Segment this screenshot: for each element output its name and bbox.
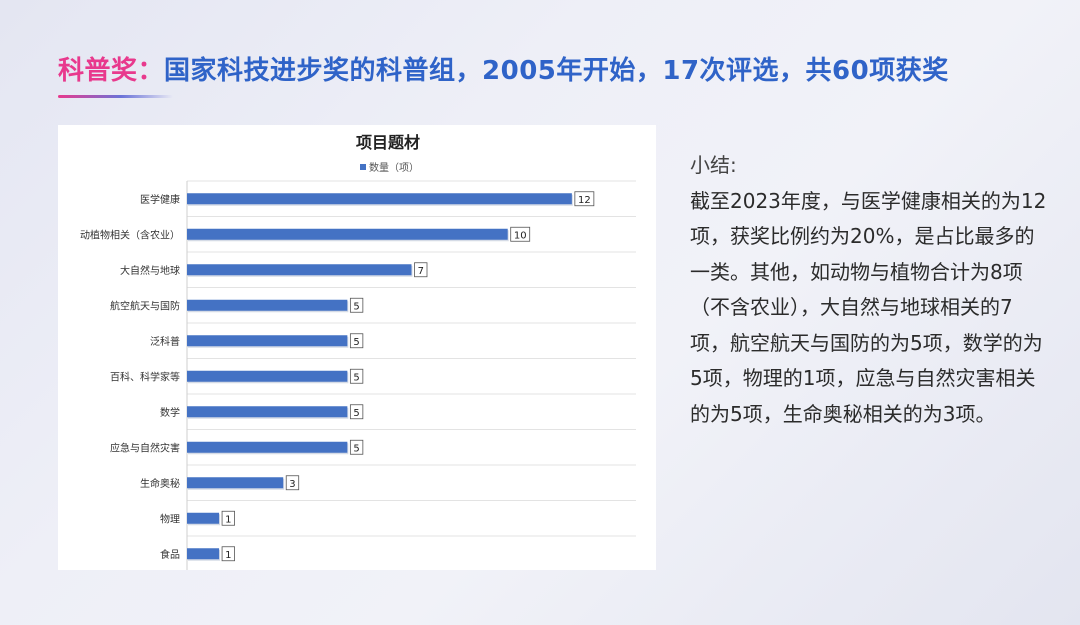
bar bbox=[187, 441, 348, 453]
category-label: 医学健康 bbox=[140, 193, 180, 206]
bar bbox=[187, 477, 284, 489]
data-label-box bbox=[349, 333, 364, 349]
data-label: 12 bbox=[578, 195, 591, 206]
bar bbox=[187, 264, 412, 276]
category-label: 物理 bbox=[160, 512, 180, 525]
category-label: 泛科普 bbox=[150, 335, 180, 348]
data-label-box bbox=[414, 262, 428, 278]
bar bbox=[187, 193, 572, 205]
data-label-box bbox=[349, 439, 364, 455]
chart-title: 项目题材 bbox=[356, 133, 420, 152]
header-text: 国家科技进步奖的科普组，2005年开始，17次评选，共60项获奖 bbox=[164, 56, 949, 86]
bar bbox=[187, 228, 508, 240]
summary-panel: 小结: 截至2023年度，与医学健康相关的为12项，获奖比例约为20%，是占比最… bbox=[690, 148, 1050, 432]
bar bbox=[187, 512, 220, 524]
data-label: 1 bbox=[225, 550, 231, 561]
legend-label: 数量（项） bbox=[369, 161, 419, 174]
data-label: 1 bbox=[225, 514, 231, 525]
bar-chart: 项目题材 数量（项） 医学健康 12 动植物相关（含农业） 10 大自然与地球 7 航空航天… bbox=[80, 133, 636, 570]
summary-body: 截至2023年度，与医学健康相关的为12项，获奖比例约为20%，是占比最多的一类… bbox=[690, 188, 1047, 426]
category-label: 百科、科学家等 bbox=[110, 370, 180, 383]
data-label-box bbox=[349, 368, 364, 384]
bar bbox=[187, 335, 348, 347]
header-prefix: 科普奖： bbox=[58, 56, 165, 86]
grid-layer bbox=[186, 180, 636, 570]
category-label: 航空航天与国防 bbox=[110, 299, 180, 312]
category-label: 应急与自然灾害 bbox=[110, 441, 180, 454]
data-label: 5 bbox=[353, 408, 359, 419]
legend-swatch bbox=[360, 164, 366, 170]
data-label: 10 bbox=[514, 230, 527, 241]
bar bbox=[187, 299, 348, 311]
data-label: 7 bbox=[418, 266, 424, 277]
data-label: 5 bbox=[353, 372, 359, 383]
bar bbox=[187, 406, 348, 418]
data-label: 5 bbox=[353, 337, 359, 348]
data-label-box bbox=[349, 297, 364, 313]
data-label: 5 bbox=[353, 443, 359, 454]
data-label-box bbox=[349, 404, 364, 420]
data-label-box bbox=[285, 475, 300, 491]
data-label: 5 bbox=[353, 301, 359, 312]
category-label: 数学 bbox=[160, 406, 180, 419]
data-label-box bbox=[221, 546, 235, 562]
page-header: 科普奖：国家科技进步奖的科普组，2005年开始，17次评选，共60项获奖 bbox=[58, 50, 949, 87]
bar bbox=[187, 370, 348, 382]
bar-layer: 医学健康 12 动植物相关（含农业） 10 大自然与地球 7 航空航天与国防 5 泛科普 5 百科、… bbox=[80, 191, 595, 562]
chart-panel: 项目题材 数量（项） 医学健康 12 动植物相关（含农业） 10 大自然与地球 7 航空航天… bbox=[58, 125, 656, 570]
data-label: 3 bbox=[289, 479, 295, 490]
category-label: 动植物相关（含农业） bbox=[80, 228, 180, 241]
category-label: 大自然与地球 bbox=[120, 264, 180, 277]
data-label-box bbox=[510, 226, 531, 242]
category-label: 食品 bbox=[160, 548, 180, 561]
bar bbox=[187, 548, 220, 560]
category-label: 生命奥秘 bbox=[140, 477, 180, 490]
data-label-box bbox=[574, 191, 595, 207]
summary-title: 小结: bbox=[690, 153, 737, 177]
header-underline bbox=[58, 95, 173, 98]
data-label-box bbox=[221, 510, 235, 526]
